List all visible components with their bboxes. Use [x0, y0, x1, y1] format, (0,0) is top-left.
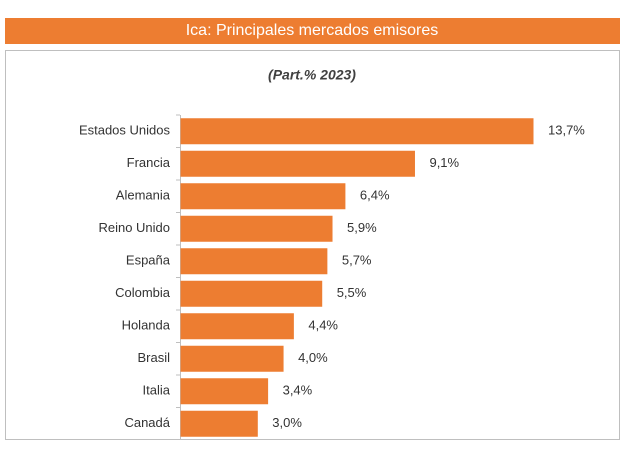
y-tick-label: Italia [143, 383, 171, 398]
value-label: 5,9% [347, 220, 377, 235]
bar [180, 313, 294, 340]
chart-frame [5, 50, 620, 440]
value-label: 9,1% [429, 155, 459, 170]
bar [180, 215, 333, 242]
y-tick-label: Reino Unido [98, 220, 170, 235]
bar [180, 248, 328, 275]
bar [180, 410, 258, 437]
y-tick-label: Canadá [124, 415, 170, 430]
value-label: 4,4% [308, 318, 338, 333]
chart-title: Ica: Principales mercados emisores [186, 22, 439, 39]
y-tick-label: Holanda [122, 318, 171, 333]
bar [180, 183, 346, 210]
value-label: 4,0% [298, 350, 328, 365]
value-label: 13,7% [548, 123, 585, 138]
bar [180, 345, 284, 372]
bar [180, 378, 269, 405]
y-tick-label: Alemania [116, 188, 171, 203]
value-label: 6,4% [360, 188, 390, 203]
value-label: 3,0% [272, 415, 302, 430]
title-band [5, 18, 620, 44]
y-tick-label: España [126, 253, 171, 268]
bar [180, 118, 534, 145]
y-tick-label: Colombia [115, 285, 171, 300]
bar [180, 150, 415, 177]
bar [180, 280, 323, 307]
y-tick-label: Brasil [137, 350, 170, 365]
value-label: 5,5% [337, 285, 367, 300]
y-tick-label: Estados Unidos [79, 123, 171, 138]
chart-subtitle: (Part.% 2023) [268, 67, 356, 83]
value-label: 5,7% [342, 253, 372, 268]
value-label: 3,4% [283, 383, 313, 398]
y-tick-label: Francia [127, 155, 171, 170]
